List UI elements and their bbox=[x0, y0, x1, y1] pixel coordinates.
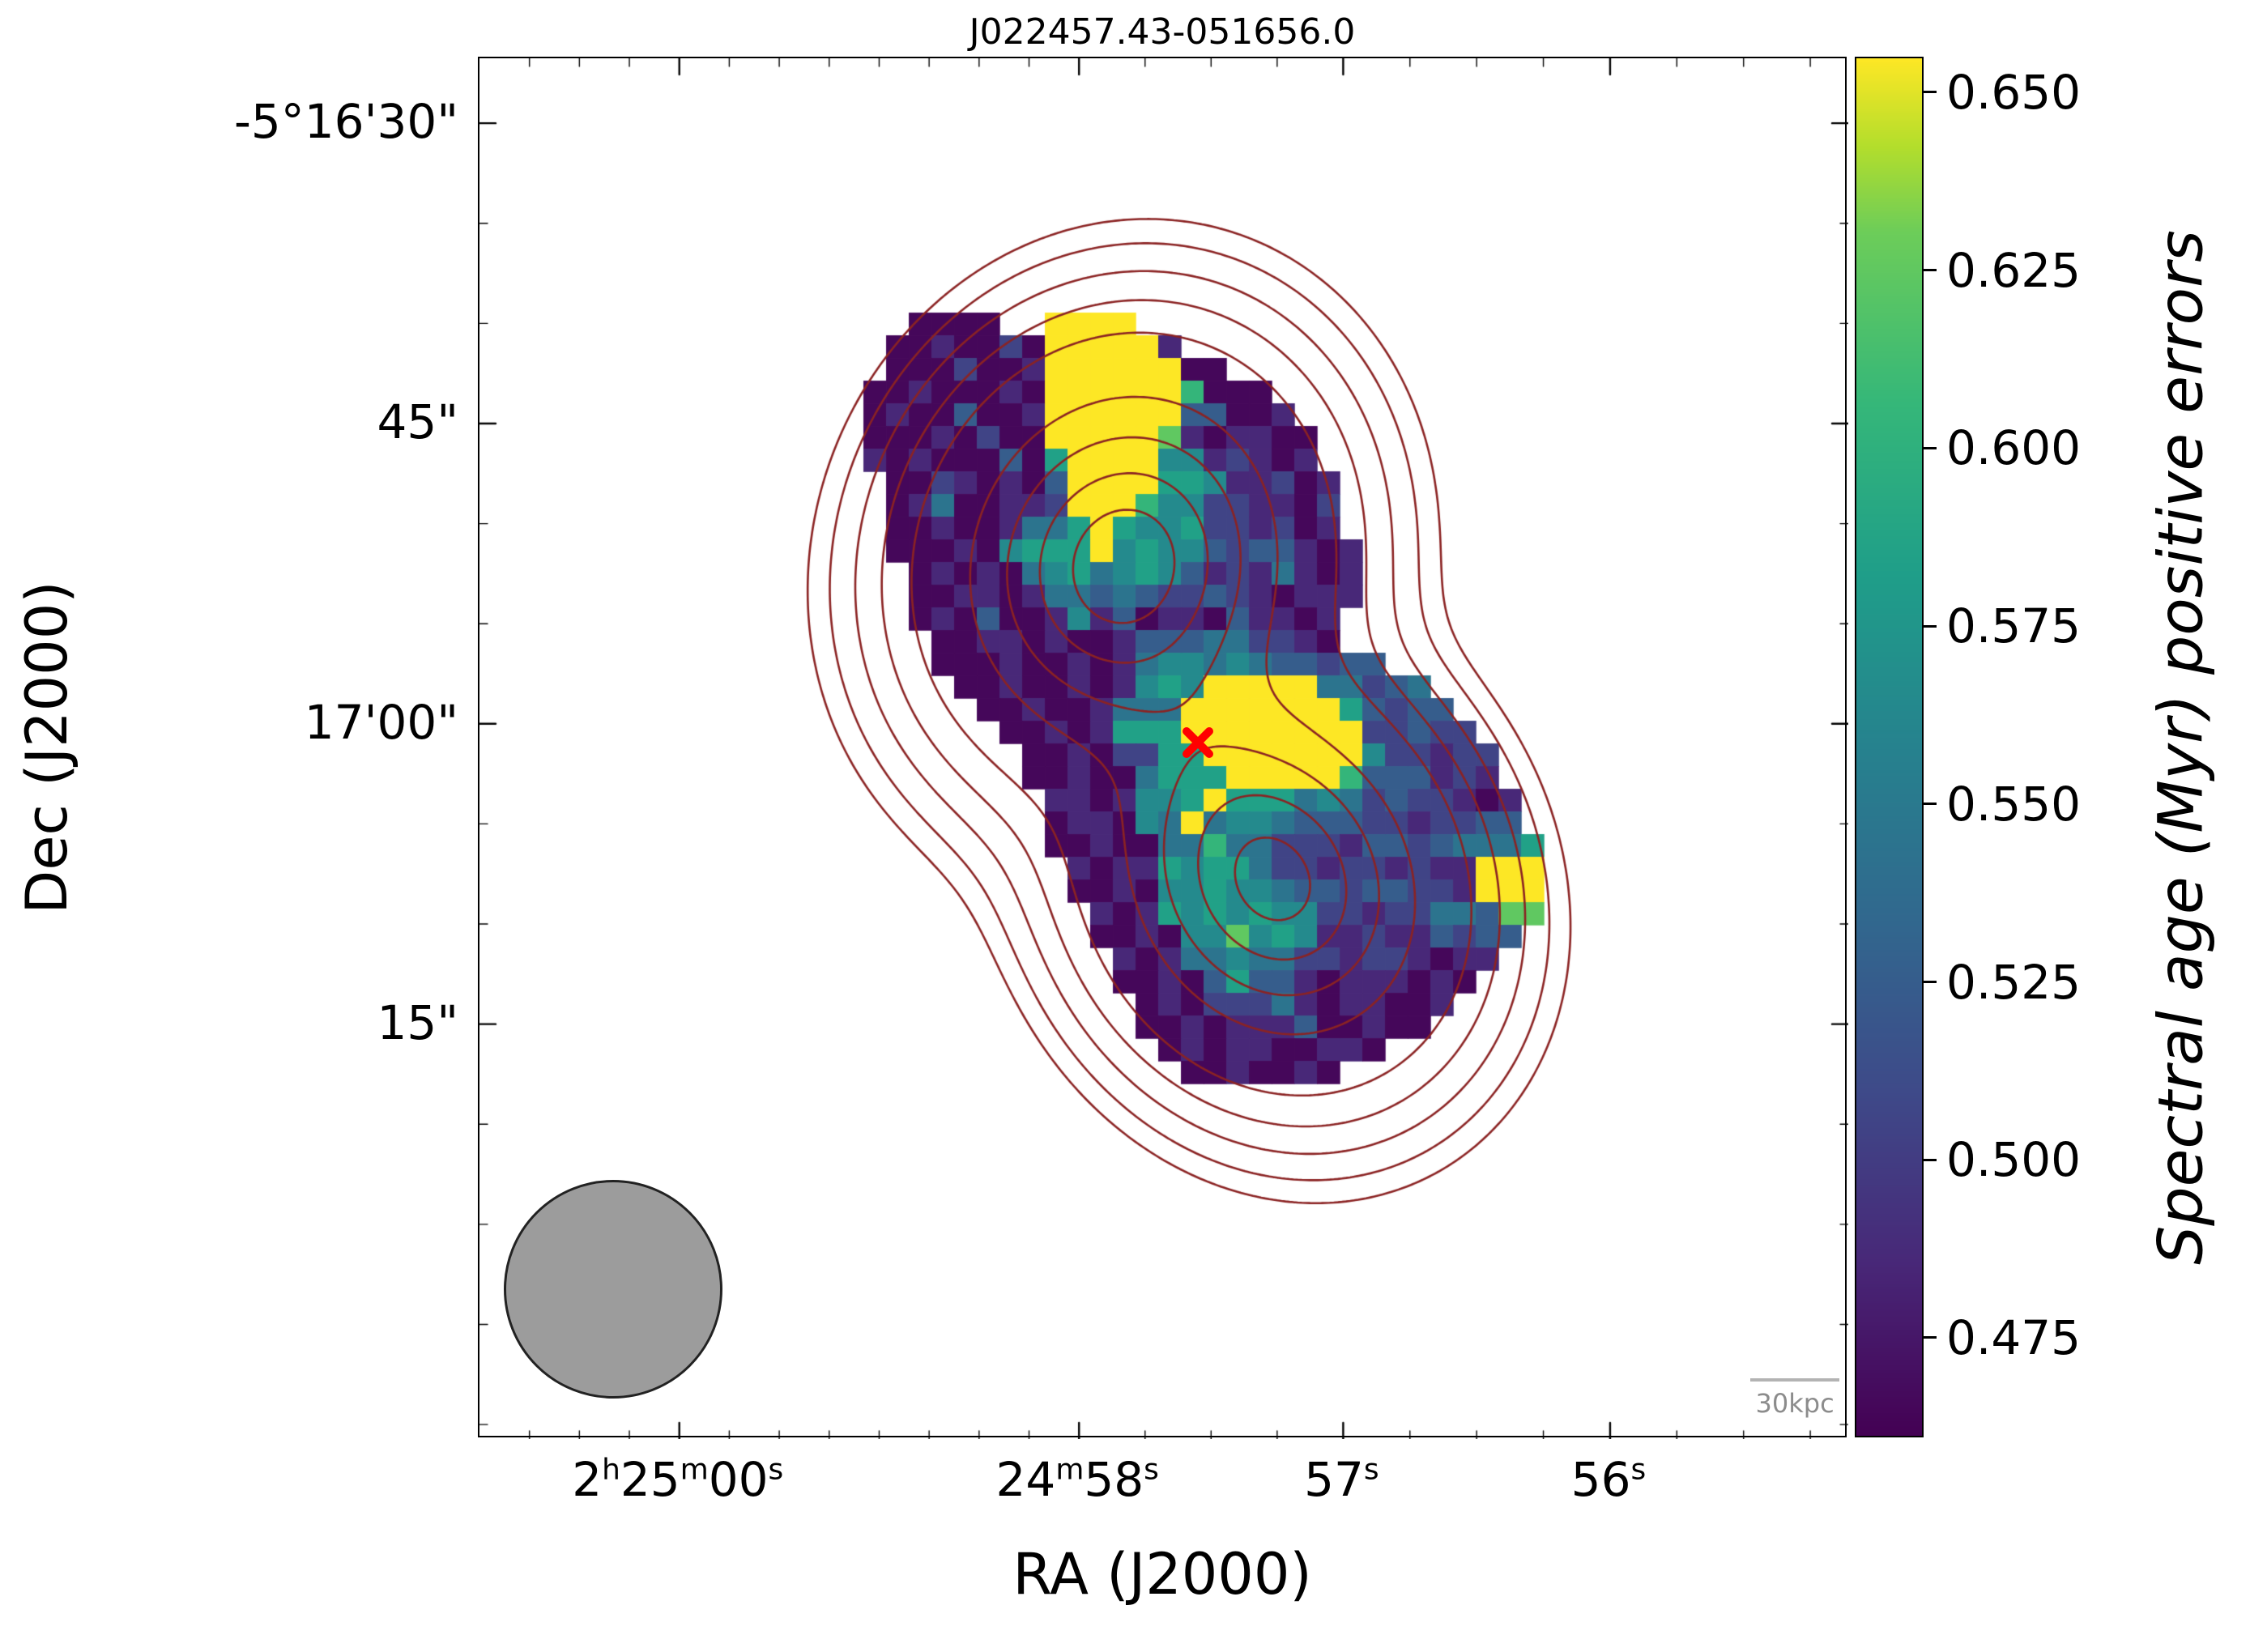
scalebar-line bbox=[1750, 1377, 1839, 1382]
colorbar-tick-label: 0.550 bbox=[1946, 776, 2082, 832]
colorbar bbox=[1855, 57, 1924, 1437]
x-tick-label: 24m58s bbox=[995, 1452, 1159, 1507]
x-tick-label: 56s bbox=[1570, 1452, 1647, 1507]
beam-ellipse bbox=[503, 1179, 722, 1399]
colorbar-tick-mark bbox=[1924, 91, 1937, 94]
colorbar-tick-label: 0.600 bbox=[1946, 420, 2082, 476]
colorbar-label: Spectral age (Myr) positive errors bbox=[2144, 229, 2217, 1265]
colorbar-tick-mark bbox=[1924, 446, 1937, 449]
colorbar-tick-label: 0.500 bbox=[1946, 1132, 2082, 1188]
colorbar-gradient bbox=[1856, 58, 1922, 1436]
host-marker-x bbox=[1183, 726, 1214, 758]
plot-area: 30kpc bbox=[478, 57, 1848, 1439]
plot-title: J022457.43-051656.0 bbox=[969, 11, 1356, 53]
colorbar-tick-mark bbox=[1924, 803, 1937, 806]
colorbar-tick-label: 0.625 bbox=[1946, 242, 2082, 298]
y-tick-label: -5°16'30" bbox=[233, 94, 458, 150]
colorbar-tick-mark bbox=[1924, 1336, 1937, 1339]
colorbar-tick-mark bbox=[1924, 981, 1937, 984]
colorbar-tick-mark bbox=[1924, 1158, 1937, 1161]
x-axis-label: RA (J2000) bbox=[1012, 1541, 1312, 1607]
colorbar-tick-label: 0.575 bbox=[1946, 598, 2082, 654]
y-tick-label: 17'00" bbox=[304, 694, 458, 750]
colorbar-tick-mark bbox=[1924, 624, 1937, 628]
y-tick-label: 15" bbox=[377, 994, 458, 1050]
y-axis-label: Dec (J2000) bbox=[14, 580, 80, 914]
scalebar-label: 30kpc bbox=[1755, 1387, 1835, 1419]
x-tick-label: 57s bbox=[1304, 1452, 1379, 1507]
x-tick-label: 2h25m00s bbox=[572, 1452, 784, 1507]
y-tick-label: 45" bbox=[377, 394, 458, 449]
heatmap-canvas bbox=[479, 58, 1848, 1439]
colorbar-tick-mark bbox=[1924, 269, 1937, 272]
colorbar-tick-label: 0.475 bbox=[1946, 1309, 2082, 1365]
colorbar-tick-label: 0.525 bbox=[1946, 954, 2082, 1010]
colorbar-tick-label: 0.650 bbox=[1946, 64, 2082, 120]
